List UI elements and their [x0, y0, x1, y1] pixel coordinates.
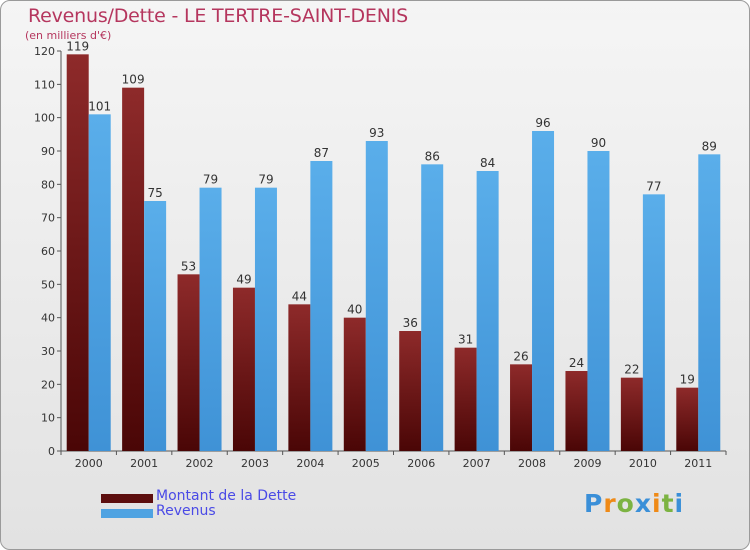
revenus-bar: [199, 187, 222, 451]
y-tick-label: 80: [41, 178, 55, 191]
data-label: 101: [88, 99, 111, 113]
chart-subtitle: (en milliers d'€): [25, 29, 112, 42]
revenus-bar: [144, 201, 167, 451]
x-tick-label: 2006: [407, 457, 435, 470]
data-label: 40: [347, 303, 362, 317]
x-tick-label: 2008: [518, 457, 546, 470]
revenus-bar: [421, 164, 444, 452]
x-tick-label: 2007: [463, 457, 491, 470]
data-label: 90: [591, 136, 606, 150]
revenus-bar: [365, 141, 388, 451]
data-label: 79: [258, 173, 273, 187]
data-label: 19: [680, 373, 695, 387]
y-tick-label: 30: [41, 345, 55, 358]
data-label: 96: [535, 116, 550, 130]
x-tick-label: 2009: [573, 457, 601, 470]
data-label: 24: [569, 356, 584, 370]
y-tick-label: 70: [41, 212, 55, 225]
y-tick-label: 50: [41, 278, 55, 291]
y-tick-label: 90: [41, 145, 55, 158]
debt-bar: [288, 304, 311, 451]
revenus-bar: [587, 151, 610, 451]
y-tick-label: 10: [41, 412, 55, 425]
y-tick-label: 0: [48, 445, 55, 458]
data-label: 109: [122, 73, 145, 87]
x-tick-label: 2000: [75, 457, 103, 470]
debt-bar: [510, 364, 533, 451]
revenus-bar: [532, 131, 555, 451]
data-label: 49: [236, 273, 251, 287]
y-tick-label: 60: [41, 245, 55, 258]
legend-swatch-debt: [101, 494, 153, 503]
y-tick-label: 100: [34, 112, 55, 125]
data-label: 36: [403, 316, 418, 330]
y-tick-label: 110: [34, 78, 55, 91]
chart-title: Revenus/Dette - LE TERTRE-SAINT-DENIS: [28, 5, 408, 27]
data-label: 79: [203, 173, 218, 187]
revenus-bar: [254, 187, 277, 451]
x-tick-label: 2010: [629, 457, 657, 470]
data-label: 31: [458, 333, 473, 347]
revenus-bar: [476, 171, 499, 451]
legend-label-revenus: Revenus: [156, 503, 216, 519]
x-tick-label: 2011: [684, 457, 712, 470]
debt-bar: [232, 287, 255, 451]
debt-bar: [399, 331, 422, 451]
legend-label-debt: Montant de la Dette: [156, 488, 297, 504]
debt-bar: [620, 377, 643, 451]
data-label: 87: [314, 146, 329, 160]
revenus-bar: [88, 114, 111, 451]
data-label: 93: [369, 126, 384, 140]
data-label: 22: [624, 363, 639, 377]
debt-bar: [343, 317, 366, 451]
data-label: 44: [292, 289, 307, 303]
debt-bar: [177, 274, 200, 451]
x-tick-label: 2004: [296, 457, 324, 470]
data-label: 119: [66, 39, 89, 53]
data-label: 53: [181, 259, 196, 273]
data-label: 89: [702, 139, 717, 153]
data-label: 75: [147, 186, 162, 200]
debt-bar: [66, 54, 89, 451]
x-tick-label: 2003: [241, 457, 269, 470]
debt-bar: [122, 87, 145, 452]
y-tick-label: 120: [34, 45, 55, 58]
legend-swatch-revenus: [101, 509, 153, 518]
revenus-bar: [310, 161, 333, 451]
debt-bar: [565, 371, 588, 451]
data-label: 84: [480, 156, 495, 170]
data-label: 26: [513, 349, 528, 363]
data-label: 86: [425, 149, 440, 163]
x-tick-label: 2002: [186, 457, 214, 470]
proxiti-logo: Proxiti: [584, 489, 685, 518]
y-tick-label: 40: [41, 312, 55, 325]
y-tick-label: 20: [41, 378, 55, 391]
data-label: 77: [646, 179, 661, 193]
x-tick-label: 2005: [352, 457, 380, 470]
x-tick-label: 2001: [130, 457, 158, 470]
revenus-bar: [698, 154, 721, 452]
revenus-bar: [642, 194, 665, 452]
debt-bar: [454, 347, 477, 451]
debt-bar: [676, 387, 699, 451]
